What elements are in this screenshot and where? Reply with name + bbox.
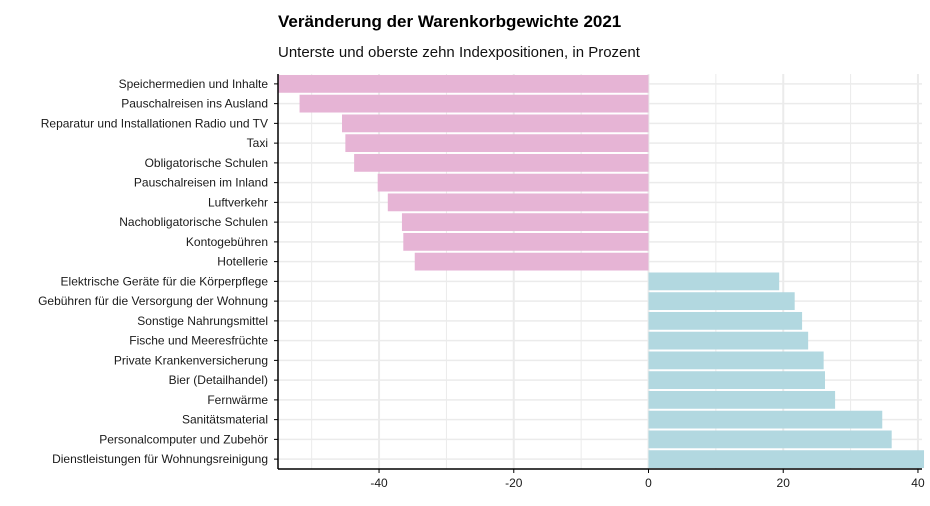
category-label: Pauschalreisen im Inland: [134, 176, 268, 190]
category-label: Obligatorische Schulen: [145, 156, 268, 170]
chart-subtitle: Unterste und oberste zehn Indexpositione…: [278, 44, 640, 61]
axis-layer: -40 -20 0 20 40: [274, 74, 925, 490]
bar: [387, 193, 649, 212]
category-label: Reparatur und Installationen Radio und T…: [41, 116, 268, 130]
x-tick-label: -20: [505, 476, 523, 490]
bar: [648, 371, 825, 390]
grid-layer: [278, 74, 922, 469]
bar: [648, 390, 836, 409]
category-label: Nachobligatorische Schulen: [119, 215, 268, 229]
category-label: Dienstleistungen für Wohnungsreinigung: [52, 452, 268, 466]
category-label: Taxi: [247, 136, 268, 150]
category-labels: Speichermedien und Inhalte Pauschalreisen…: [38, 77, 268, 466]
category-label: Bier (Detailhandel): [169, 373, 268, 387]
category-label: Elektrische Geräte für die Körperpflege: [61, 274, 269, 288]
bar: [278, 74, 649, 93]
category-label: Luftverkehr: [208, 195, 268, 209]
category-label: Pauschalreisen ins Ausland: [121, 97, 268, 111]
bars-layer: [278, 74, 925, 469]
bar: [414, 252, 649, 271]
category-label: Fische und Meeresfrüchte: [129, 334, 268, 348]
bar: [354, 153, 649, 172]
x-tick-label: 0: [645, 476, 652, 490]
x-tick-label: 20: [777, 476, 791, 490]
category-label: Speichermedien und Inhalte: [119, 77, 269, 91]
bar: [401, 213, 649, 232]
bar: [648, 292, 795, 311]
bar: [341, 114, 649, 133]
bar: [648, 331, 809, 350]
category-label: Gebühren für die Versorgung der Wohnung: [38, 294, 268, 308]
category-label: Fernwärme: [207, 393, 268, 407]
category-label: Hotellerie: [217, 255, 268, 269]
category-label: Personalcomputer und Zubehör: [99, 432, 268, 446]
x-tick-label: -40: [370, 476, 388, 490]
category-label: Sonstige Nahrungsmittel: [137, 314, 268, 328]
bar: [648, 311, 803, 330]
category-label: Private Krankenversicherung: [114, 353, 268, 367]
category-label: Kontogebühren: [186, 235, 268, 249]
bar: [648, 430, 892, 449]
x-tick-label: 40: [911, 476, 925, 490]
bar: [377, 173, 649, 192]
bar: [648, 272, 780, 291]
bar: [299, 94, 649, 113]
chart-title: Veränderung der Warenkorbgewichte 2021: [278, 12, 622, 31]
bar: [345, 134, 649, 153]
bar: [648, 410, 883, 429]
category-label: Sanitätsmaterial: [182, 413, 268, 427]
bar: [648, 450, 925, 469]
bar: [403, 232, 649, 251]
bar: [648, 351, 824, 370]
